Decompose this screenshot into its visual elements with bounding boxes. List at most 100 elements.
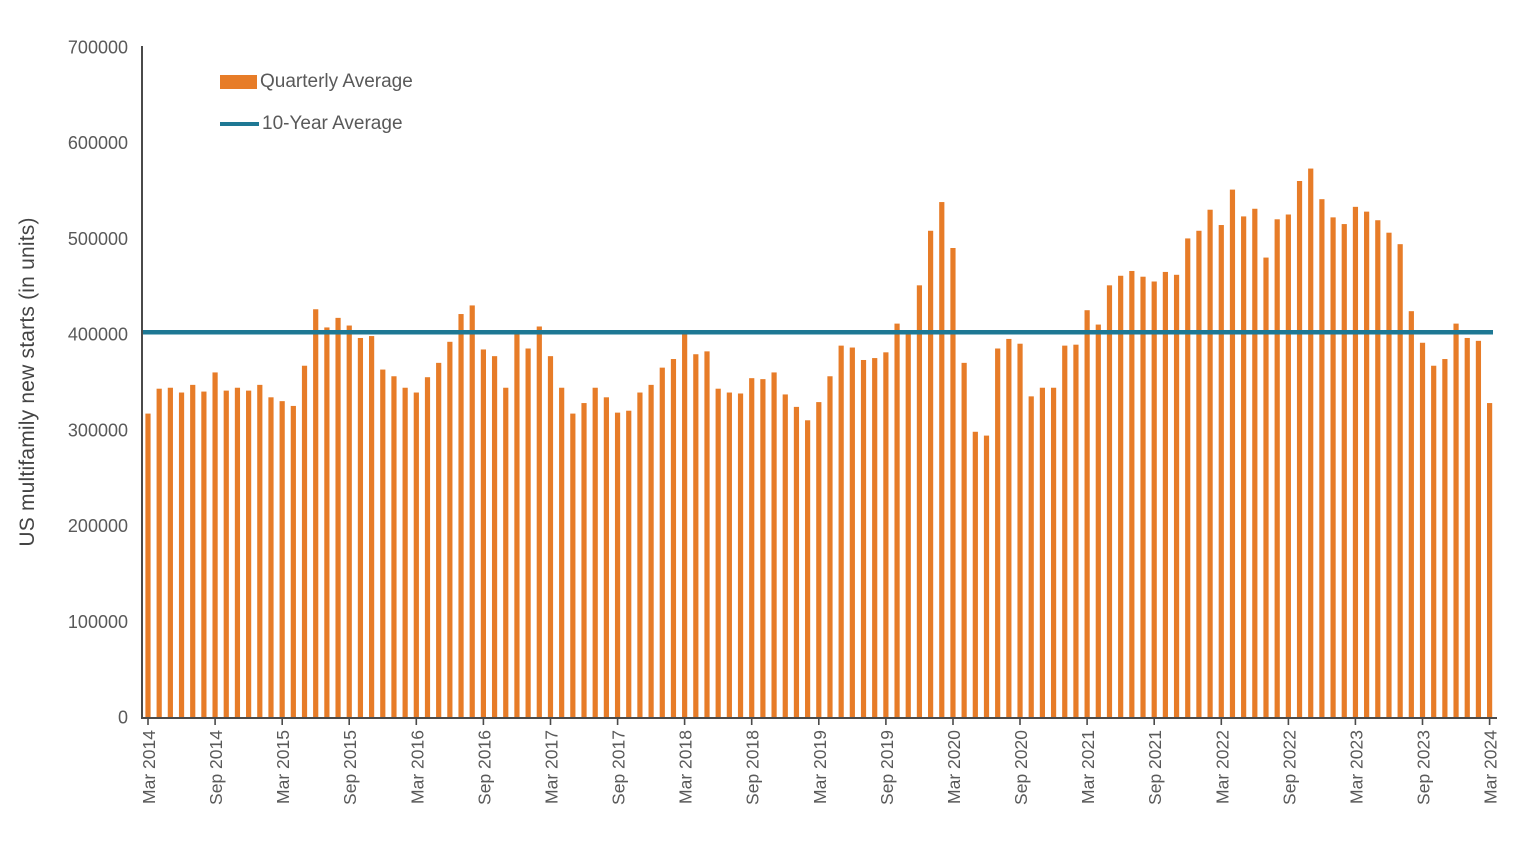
bar-jan-2016 [391, 376, 397, 717]
bar-apr-2022 [1229, 189, 1236, 718]
bar-jan-2017 [525, 348, 531, 717]
bar-nov-2018 [771, 372, 777, 717]
bar-sep-2014 [212, 372, 218, 717]
bar-jun-2021 [1118, 275, 1124, 717]
bar-may-2015 [301, 365, 308, 717]
bar-mar-2022 [1218, 225, 1224, 717]
bar-swatch-icon [220, 75, 257, 89]
bar-jan-2023 [1330, 217, 1336, 717]
bar-mar-2023 [1352, 206, 1359, 717]
x-tick-label: Sep 2014 [206, 730, 226, 805]
bar-may-2020 [972, 431, 978, 717]
bar-jan-2020 [928, 230, 934, 717]
bar-oct-2023 [1431, 365, 1437, 717]
bar-aug-2016 [469, 305, 475, 717]
bar-oct-2022 [1296, 181, 1303, 717]
bar-apr-2021 [1095, 324, 1101, 717]
bar-feb-2024 [1475, 340, 1482, 717]
x-tick-label: Mar 2017 [542, 730, 562, 804]
bar-dec-2016 [514, 333, 520, 717]
x-tick-label: Mar 2023 [1346, 730, 1366, 804]
bar-feb-2023 [1341, 224, 1347, 717]
legend: Quarterly Average 10-Year Average [220, 70, 413, 154]
bar-feb-2019 [805, 420, 811, 717]
bar-mar-2015 [279, 401, 285, 717]
bar-sep-2021 [1151, 281, 1157, 717]
bar-apr-2014 [156, 388, 162, 717]
bar-mar-2019 [816, 402, 822, 717]
bar-jun-2016 [447, 341, 453, 717]
bar-may-2014 [167, 387, 173, 717]
x-tick-label: Sep 2019 [877, 730, 897, 805]
bar-mar-2024 [1487, 403, 1493, 717]
bar-dec-2018 [782, 394, 788, 717]
bar-apr-2020 [961, 362, 967, 717]
x-tick-label: Sep 2023 [1414, 730, 1434, 805]
x-tick-label: Sep 2017 [609, 730, 629, 805]
bar-oct-2021 [1162, 271, 1168, 717]
bar-feb-2021 [1073, 344, 1079, 717]
bar-oct-2014 [223, 390, 229, 717]
x-tick-label: Mar 2021 [1078, 730, 1098, 804]
bar-oct-2020 [1028, 396, 1034, 717]
y-tick-label: 400000 [68, 325, 128, 345]
bar-oct-2017 [626, 410, 632, 717]
bar-apr-2023 [1364, 211, 1370, 717]
bar-apr-2016 [424, 377, 431, 717]
bar-nov-2019 [905, 334, 911, 717]
bar-jun-2022 [1252, 208, 1258, 717]
bar-jun-2023 [1386, 232, 1392, 717]
x-tick-label: Sep 2020 [1011, 730, 1031, 805]
bar-dec-2022 [1319, 199, 1325, 717]
bar-dec-2023 [1453, 323, 1459, 717]
bar-jan-2024 [1464, 337, 1470, 717]
bar-aug-2019 [872, 358, 878, 717]
bar-feb-2016 [402, 387, 408, 717]
bar-oct-2016 [491, 356, 498, 717]
bar-jul-2014 [190, 384, 196, 717]
y-tick-label: 200000 [68, 516, 128, 536]
bar-mar-2021 [1084, 310, 1090, 717]
bar-aug-2022 [1274, 219, 1280, 718]
x-tick-label: Mar 2019 [810, 730, 830, 804]
bar-sep-2016 [480, 349, 486, 717]
bar-apr-2019 [827, 376, 833, 717]
bar-jun-2017 [581, 403, 587, 717]
bar-dec-2020 [1050, 387, 1057, 717]
bar-jan-2019 [793, 406, 800, 717]
bar-mar-2016 [413, 392, 419, 717]
y-tick-label: 0 [118, 708, 128, 728]
x-tick-label: Sep 2022 [1279, 730, 1299, 805]
bar-jul-2021 [1129, 270, 1135, 717]
x-tick-label: Sep 2021 [1145, 730, 1165, 805]
bar-sep-2020 [1017, 343, 1023, 717]
x-tick-label: Sep 2016 [474, 730, 494, 805]
bar-apr-2015 [290, 405, 296, 717]
bar-aug-2015 [335, 317, 341, 717]
bar-mar-2020 [950, 248, 956, 717]
legend-item-quarterly-average: Quarterly Average [220, 70, 413, 94]
bar-aug-2014 [201, 391, 207, 717]
bar-jun-2019 [849, 347, 855, 717]
bar-jul-2020 [995, 348, 1001, 717]
legend-item-10-year-average: 10-Year Average [220, 112, 413, 136]
bar-mar-2018 [682, 334, 688, 717]
bar-jul-2022 [1263, 257, 1269, 717]
x-tick-label: Mar 2014 [139, 730, 159, 804]
bar-jun-2020 [983, 435, 990, 717]
bar-feb-2018 [670, 359, 677, 717]
bar-may-2019 [838, 345, 844, 717]
legend-label-10-year-average: 10-Year Average [262, 113, 403, 134]
bar-aug-2018 [737, 393, 744, 717]
x-tick-label: Mar 2020 [944, 730, 964, 804]
bar-jul-2018 [726, 392, 732, 717]
bar-aug-2023 [1408, 311, 1414, 717]
bar-nov-2016 [503, 387, 509, 717]
bar-dec-2021 [1185, 238, 1191, 717]
bar-dec-2019 [916, 285, 923, 717]
x-tick-label: Sep 2015 [340, 730, 360, 805]
bar-may-2023 [1375, 220, 1381, 718]
bar-oct-2018 [760, 379, 766, 717]
